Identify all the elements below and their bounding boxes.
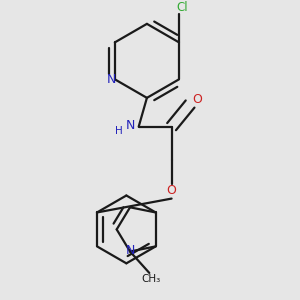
Text: N: N [126, 119, 135, 132]
Text: CH₃: CH₃ [142, 274, 161, 284]
Text: O: O [167, 184, 176, 197]
Text: N: N [107, 73, 116, 86]
Text: Cl: Cl [176, 1, 188, 14]
Text: N: N [125, 244, 135, 257]
Text: O: O [192, 93, 202, 106]
Text: H: H [115, 126, 123, 136]
